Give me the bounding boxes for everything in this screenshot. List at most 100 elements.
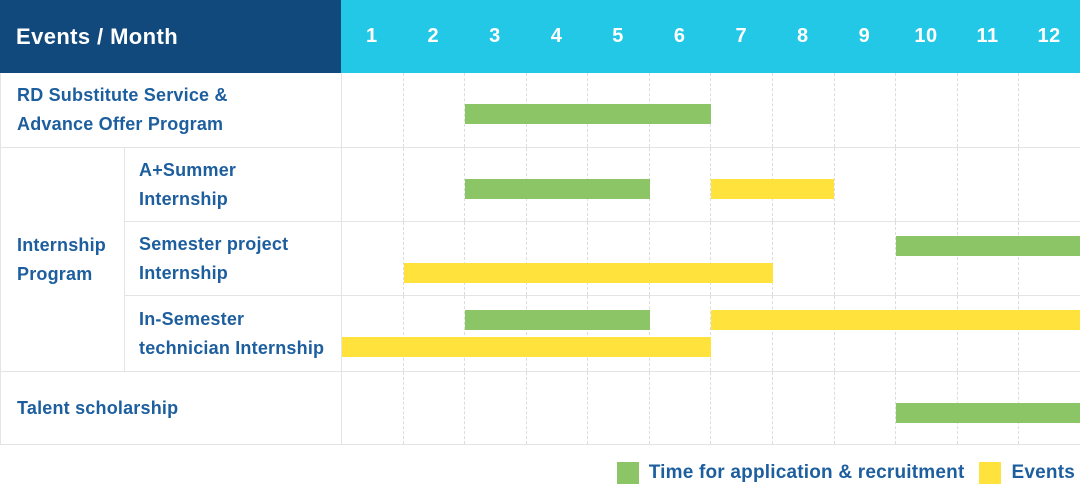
month-column [342, 73, 403, 147]
events-bar [711, 179, 834, 199]
label-line: Advance Offer Program [17, 114, 224, 134]
application-recruitment-bar [465, 179, 650, 199]
table-row-semester-project: Semester project Internship [125, 222, 1080, 296]
month-column [710, 296, 772, 371]
month-column [956, 296, 1019, 371]
legend-swatch-yellow-icon [979, 462, 1002, 484]
table-row-rd-substitute: RD Substitute Service & Advance Offer Pro… [1, 73, 1080, 148]
month-column [464, 372, 526, 444]
month-column [464, 296, 526, 371]
month-column [648, 222, 711, 295]
events-month-header-cell: Events / Month [0, 0, 341, 73]
month-column [833, 73, 896, 147]
month-column [587, 296, 649, 371]
month-header-10: 10 [914, 25, 938, 47]
month-column [710, 372, 772, 444]
application-recruitment-bar [465, 310, 650, 330]
label-line: Semester project [139, 233, 289, 254]
row-chart-area [342, 296, 1080, 371]
month-header-9: 9 [858, 25, 871, 47]
table-row-a-plus-summer: A+Summer Internship [125, 148, 1080, 222]
row-label-talent-scholarship: Talent scholarship [1, 372, 342, 444]
table-header-row: Events / Month 1 2 3 4 5 6 7 8 9 10 11 12 [0, 0, 1080, 73]
label-line: Internship [139, 262, 229, 283]
legend-item-events: Events [979, 462, 1075, 484]
month-column [525, 296, 588, 371]
legend-item-application: Time for application & recruitment [616, 462, 965, 484]
legend-swatch-green-icon [616, 462, 639, 484]
month-column [710, 73, 772, 147]
month-column [772, 296, 834, 371]
month-column [402, 222, 465, 295]
month-column [342, 148, 403, 221]
month-column [710, 222, 772, 295]
row-chart-area [342, 73, 1080, 147]
month-header-8: 8 [797, 25, 809, 47]
month-header-1: 1 [365, 25, 378, 47]
month-column [1018, 73, 1080, 147]
month-column [648, 296, 711, 371]
month-header-3: 3 [489, 25, 501, 47]
legend-label-application: Time for application & recruitment [648, 462, 965, 483]
row-chart-area [342, 222, 1080, 295]
month-column [772, 222, 834, 295]
month-column [587, 222, 649, 295]
label-line: technician Internship [139, 337, 325, 358]
application-recruitment-bar [895, 236, 1080, 256]
month-column [833, 222, 896, 295]
label-line: A+Summer [139, 159, 237, 180]
row-label-semester-project: Semester project Internship [125, 222, 342, 295]
month-header-6: 6 [673, 25, 686, 47]
row-chart-area [342, 148, 1080, 221]
internship-program-subrows: A+Summer Internship Semester project Inter… [125, 148, 1080, 371]
month-column [772, 372, 834, 444]
label-line: Program [17, 263, 93, 284]
month-column [895, 148, 957, 221]
month-header-5: 5 [612, 25, 624, 47]
month-header-12: 12 [1037, 25, 1061, 47]
month-column [956, 73, 1019, 147]
row-label-a-plus-summer: A+Summer Internship [125, 148, 342, 221]
month-header-11: 11 [976, 25, 999, 47]
month-column [956, 222, 1019, 295]
month-column [464, 222, 526, 295]
row-label-in-semester-technician: In-Semester technician Internship [125, 296, 342, 371]
month-header-2: 2 [427, 25, 440, 47]
month-column [402, 73, 465, 147]
table-row-in-semester-technician: In-Semester technician Internship [125, 296, 1080, 371]
month-column [1018, 296, 1080, 371]
label-line: In-Semester [139, 308, 245, 329]
month-column [342, 296, 403, 371]
month-column [525, 372, 588, 444]
month-column [1018, 222, 1080, 295]
application-recruitment-bar [895, 403, 1080, 423]
month-column [1018, 148, 1080, 221]
events-bar [711, 310, 1080, 330]
month-column [587, 372, 649, 444]
month-column [895, 222, 957, 295]
month-column [895, 73, 957, 147]
month-column [833, 148, 896, 221]
internship-program-group: Internship Program A+Summer Internship Sem… [1, 148, 1080, 372]
legend-label-events: Events [1011, 462, 1075, 483]
month-column [342, 222, 403, 295]
group-label-internship-program: Internship Program [1, 148, 125, 371]
month-column [402, 148, 465, 221]
label-line: Internship [139, 188, 229, 209]
month-column [772, 73, 834, 147]
month-column [895, 296, 957, 371]
row-label-rd-substitute: RD Substitute Service & Advance Offer Pro… [1, 73, 342, 147]
month-header-4: 4 [550, 25, 563, 47]
month-column [402, 372, 465, 444]
month-column [648, 372, 711, 444]
month-column [464, 148, 526, 221]
table-row-talent-scholarship: Talent scholarship [1, 372, 1080, 445]
events-bar [403, 263, 773, 283]
month-column [956, 148, 1019, 221]
month-column [525, 222, 588, 295]
month-column [402, 296, 465, 371]
month-column [342, 372, 403, 444]
label-line: Talent scholarship [17, 397, 179, 418]
month-header-cells: 1 2 3 4 5 6 7 8 9 10 11 12 [341, 0, 1080, 73]
